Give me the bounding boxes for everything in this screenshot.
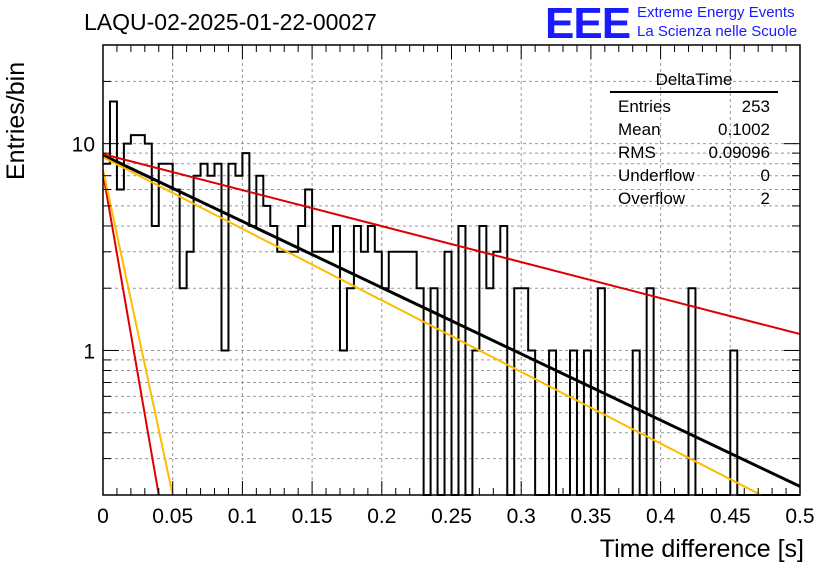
stats-row-overflow: Overflow 2 bbox=[610, 187, 778, 210]
x-tick-label: 0.3 bbox=[507, 505, 536, 528]
stats-value: 253 bbox=[741, 97, 770, 116]
stats-row-entries: Entries 253 bbox=[610, 95, 778, 118]
x-tick-label: 0.45 bbox=[710, 505, 751, 528]
x-tick-label: 0.1 bbox=[228, 505, 257, 528]
fit-line-3 bbox=[103, 172, 160, 495]
logo-line-1: Extreme Energy Events bbox=[637, 4, 795, 21]
fit-line-0 bbox=[103, 153, 800, 488]
x-tick-label: 0.35 bbox=[570, 505, 611, 528]
stats-row-underflow: Underflow 0 bbox=[610, 164, 778, 187]
stats-label: Entries bbox=[618, 97, 671, 116]
stats-value: 0.1002 bbox=[718, 120, 770, 139]
stats-row-mean: Mean 0.1002 bbox=[610, 118, 778, 141]
x-tick-label: 0.15 bbox=[292, 505, 333, 528]
y-axis-label: Entries/bin bbox=[2, 61, 30, 180]
stats-label: RMS bbox=[618, 143, 656, 162]
fit-line-1 bbox=[103, 153, 800, 336]
x-tick-label: 0.4 bbox=[646, 505, 676, 528]
stats-row-rms: RMS 0.09096 bbox=[610, 141, 778, 164]
stats-label: Underflow bbox=[618, 166, 695, 185]
stats-box: DeltaTime Entries 253 Mean 0.1002 RMS 0.… bbox=[610, 70, 778, 210]
stats-title: DeltaTime bbox=[610, 70, 778, 93]
x-tick-label: 0.25 bbox=[431, 505, 472, 528]
x-tick-label: 0.05 bbox=[152, 505, 193, 528]
x-tick-label: 0.5 bbox=[785, 505, 814, 528]
x-tick-label: 0.2 bbox=[367, 505, 396, 528]
x-axis-label: Time difference [s] bbox=[599, 535, 804, 563]
logo-line-2: La Scienza nelle Scuole bbox=[637, 23, 798, 40]
eee-logo-text: Extreme Energy Events La Scienza nelle S… bbox=[637, 3, 797, 41]
y-tick-label: 1 bbox=[83, 340, 95, 363]
stats-value: 0.09096 bbox=[708, 143, 770, 162]
x-tick-label: 0 bbox=[97, 505, 109, 528]
stats-label: Mean bbox=[618, 120, 661, 139]
stats-value: 2 bbox=[760, 189, 770, 208]
y-tick-label: 10 bbox=[72, 134, 95, 157]
chart-title: LAQU-02-2025-01-22-00027 bbox=[84, 9, 377, 35]
eee-logo-mark: EEE bbox=[545, 0, 631, 48]
fit-line-4 bbox=[103, 169, 174, 495]
stats-value: 0 bbox=[760, 166, 770, 185]
fit-line-2 bbox=[103, 156, 764, 495]
stats-label: Overflow bbox=[618, 189, 686, 208]
